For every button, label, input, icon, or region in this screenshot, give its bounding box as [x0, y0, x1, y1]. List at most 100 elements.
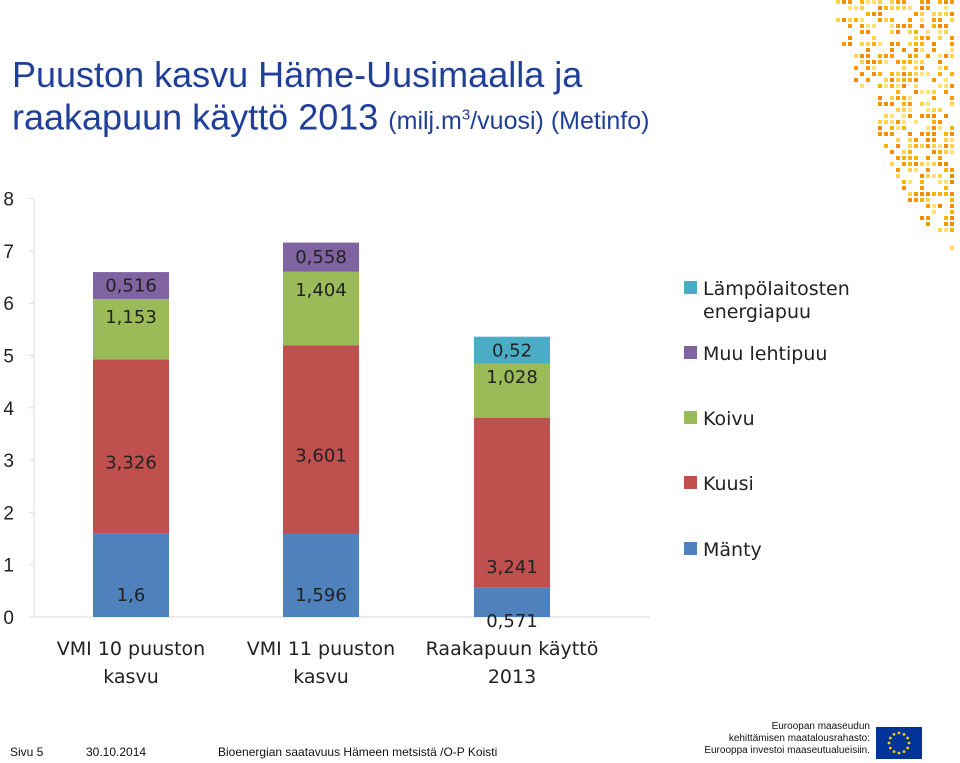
decor-dot [848, 36, 852, 40]
decor-dot [860, 0, 864, 4]
decor-dot [878, 6, 882, 10]
decor-dot [914, 72, 918, 76]
decor-dot [950, 0, 954, 4]
decor-dot [914, 192, 918, 196]
bars: 1,6 3,326 1,153 0,516 1,596 3,601 1,404 0,558 0,… [93, 242, 550, 632]
legend-swatch [684, 476, 697, 489]
decor-dot [950, 48, 954, 52]
decor-dot [944, 216, 948, 220]
decor-dot [926, 168, 930, 172]
eu-funding-text: Euroopan maaseudun kehittämisen maatalou… [702, 721, 870, 757]
decor-dot [890, 24, 894, 28]
decor-dot [944, 144, 948, 148]
decor-dot [902, 84, 906, 88]
decor-dot [932, 108, 936, 112]
eu-star [902, 750, 906, 754]
decor-dot [950, 96, 954, 100]
decor-dot [926, 132, 930, 136]
decor-dot [908, 30, 912, 34]
decor-dot [908, 162, 912, 166]
decor-dot [890, 0, 894, 4]
page-number: Sivu 5 [10, 745, 44, 759]
decor-dot [938, 18, 942, 22]
decor-dot [878, 18, 882, 22]
decor-dot [854, 78, 858, 82]
bar-segment [93, 533, 169, 617]
decor-dot [950, 204, 954, 208]
eu-flag-icon [876, 727, 922, 759]
decor-dot [950, 18, 954, 22]
eu-star [892, 732, 896, 736]
decor-dot [950, 102, 954, 106]
decor-dot [890, 54, 894, 58]
eu-text-line-3: Eurooppa investoi maaseutualueisiin. [704, 745, 870, 756]
decor-dot [938, 156, 942, 160]
decor-dot [884, 144, 888, 148]
page-title: Puuston kasvu Häme-Uusimaalla ja raakapu… [12, 54, 772, 142]
eu-star [897, 751, 901, 755]
y-tick-label: 0 [3, 608, 14, 629]
decor-dot [938, 0, 942, 4]
bar-segment [474, 417, 550, 588]
decor-dot [854, 6, 858, 10]
decor-dot [950, 84, 954, 88]
decor-dot [848, 6, 852, 10]
decor-dot [926, 102, 930, 106]
decor-dot [902, 48, 906, 52]
decor-dot [890, 96, 894, 100]
decor-dot [908, 114, 912, 118]
decor-dot [866, 66, 870, 70]
decor-dot [914, 78, 918, 82]
decor-dot [908, 156, 912, 160]
decor-dot [890, 102, 894, 106]
bar-segment [283, 345, 359, 534]
data-label: 3,326 [105, 452, 157, 473]
decor-dot [902, 162, 906, 166]
x-category-label: VMI 10 puuston [57, 638, 205, 660]
decor-dot [944, 186, 948, 190]
decor-dot [896, 24, 900, 28]
decor-dot [914, 30, 918, 34]
decor-dot [878, 132, 882, 136]
eu-text-line-2: kehittämisen maatalousrahasto: [728, 733, 870, 744]
y-tick-label: 5 [3, 347, 14, 368]
x-category-label: kasvu [103, 666, 159, 688]
decor-dot [884, 132, 888, 136]
decor-dot [944, 78, 948, 82]
decor-dot [932, 204, 936, 208]
decor-dot [938, 108, 942, 112]
decor-dot [896, 30, 900, 34]
decor-dot [878, 0, 882, 4]
decor-dot [860, 72, 864, 76]
decor-dot [914, 168, 918, 172]
decor-dot [908, 18, 912, 22]
decor-dot [902, 108, 906, 112]
decor-dot [938, 162, 942, 166]
title-line-2: raakapuun käyttö 2013 [12, 96, 379, 138]
decor-dot [926, 108, 930, 112]
decor-dot [890, 126, 894, 130]
decor-dot [866, 30, 870, 34]
decor-dot [944, 84, 948, 88]
decor-dot [896, 90, 900, 94]
decor-dot [944, 90, 948, 94]
decor-dot [950, 198, 954, 202]
decor-dot [932, 12, 936, 16]
data-label: 1,596 [295, 585, 347, 606]
decor-dot [896, 108, 900, 112]
decor-dot [938, 144, 942, 148]
decor-dot [902, 6, 906, 10]
decor-dot [908, 42, 912, 46]
decor-dot [896, 174, 900, 178]
decor-dot [878, 42, 882, 46]
data-label: 0,558 [295, 247, 347, 268]
decor-dot [860, 42, 864, 46]
decor-dot [950, 126, 954, 130]
y-tick-label: 6 [3, 294, 14, 315]
decor-dot [872, 0, 876, 4]
decor-dot [950, 174, 954, 178]
decor-dot [902, 66, 906, 70]
decor-dot [854, 54, 858, 58]
x-category-label: kasvu [293, 666, 349, 688]
